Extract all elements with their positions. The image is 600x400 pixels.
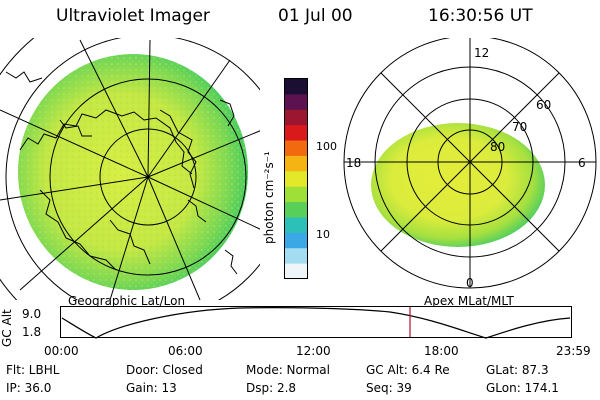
status-door: Door: Closed (126, 363, 203, 377)
status-ip: IP: 36.0 (6, 381, 52, 395)
colorbar-stripe (285, 140, 307, 157)
time-label: 16:30:56 UT (428, 6, 533, 26)
status-mode: Mode: Normal (246, 363, 330, 377)
altitude-timeline (60, 306, 572, 339)
colorbar-stripe (285, 79, 307, 95)
status-flt: Flt: LBHL (6, 363, 60, 377)
geographic-image (0, 38, 260, 300)
aurora-oval-polar (371, 123, 545, 247)
colorbar-stripe (285, 171, 307, 188)
status-gc-alt: GC Alt: 6.4 Re (366, 363, 450, 377)
timeline-y-label-min: 1.8 (22, 325, 42, 339)
timeline-x-label-0: 00:00 (44, 344, 79, 358)
colorbar-stripe (285, 109, 307, 126)
lat-label-70: 70 (512, 120, 528, 134)
lat-label-60: 60 (536, 98, 552, 112)
geo-grid (0, 38, 260, 300)
status-glat: GLat: 87.3 (486, 363, 549, 377)
timeline-x-label-4: 23:59 (556, 344, 591, 358)
mlt-label-6: 6 (578, 156, 586, 170)
colorbar-stripe (285, 186, 307, 203)
mlt-label-18: 18 (346, 156, 362, 170)
colorbar-stripe (285, 263, 307, 280)
geographic-panel-label: Geographic Lat/Lon (68, 294, 186, 308)
colorbar-stripe (285, 125, 307, 142)
colorbar-unit-label: photon cm⁻²s⁻¹ (262, 151, 276, 244)
status-gain: Gain: 13 (126, 381, 177, 395)
colorbar-tick-100: 100 (316, 140, 337, 153)
color-bar (284, 78, 308, 280)
timeline-y-label-max: 9.0 (22, 307, 42, 321)
colorbar-stripe (285, 94, 307, 111)
status-glon: GLon: 174.1 (486, 381, 559, 395)
instrument-title: Ultraviolet Imager (56, 6, 210, 26)
timeline-x-label-1: 06:00 (168, 344, 203, 358)
mlt-label-12: 12 (474, 46, 490, 60)
colorbar-stripe (285, 202, 307, 218)
altitude-curve (61, 307, 571, 339)
timeline-x-label-3: 18:00 (424, 344, 459, 358)
polar-grid (343, 38, 597, 289)
colorbar-stripe (285, 217, 307, 234)
timeline-axis-title: GC Alt (0, 309, 14, 347)
status-seq: Seq: 39 (366, 381, 412, 395)
timeline-x-label-2: 12:00 (296, 344, 331, 358)
apex-panel-label: Apex MLat/MLT (424, 294, 514, 308)
colorbar-tick-10: 10 (316, 228, 330, 241)
coastline-outline (5, 71, 238, 275)
lat-label-80: 80 (490, 140, 506, 154)
colorbar-stripe (285, 232, 307, 249)
status-dsp: Dsp: 2.8 (246, 381, 297, 395)
colorbar-stripe (285, 155, 307, 172)
polar-plot (343, 38, 597, 289)
date-label: 01 Jul 00 (278, 6, 353, 26)
mlt-label-0: 0 (466, 276, 474, 290)
colorbar-stripe (285, 248, 307, 265)
